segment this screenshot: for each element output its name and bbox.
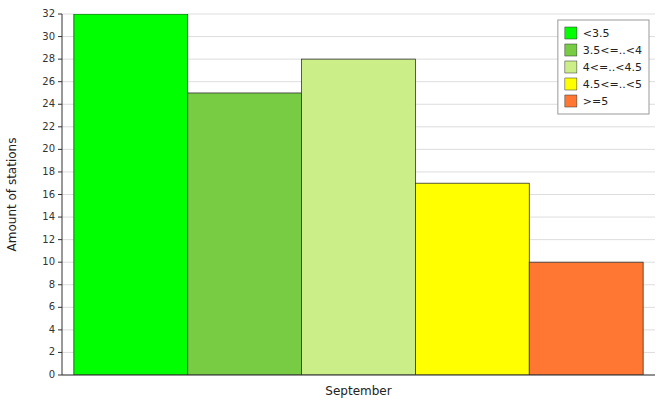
y-tick bbox=[58, 239, 62, 240]
legend-label: 4.5<=..<5 bbox=[583, 78, 642, 91]
legend-swatch bbox=[565, 61, 577, 73]
y-tick bbox=[58, 284, 62, 285]
y-tick bbox=[58, 81, 62, 82]
legend-label: 3.5<=..<4 bbox=[583, 44, 642, 57]
bar bbox=[74, 14, 188, 375]
y-tick-label: 14 bbox=[42, 211, 55, 222]
legend-label: 4<=..<4.5 bbox=[583, 61, 642, 74]
bar bbox=[302, 59, 416, 375]
y-tick-label: 0 bbox=[49, 369, 55, 380]
y-tick bbox=[58, 36, 62, 37]
y-tick bbox=[58, 262, 62, 263]
x-axis-line bbox=[62, 375, 655, 376]
legend-swatch bbox=[565, 95, 577, 107]
y-tick bbox=[58, 171, 62, 172]
y-tick bbox=[58, 307, 62, 308]
y-tick bbox=[58, 329, 62, 330]
y-tick-label: 12 bbox=[42, 234, 55, 245]
grid bbox=[62, 14, 655, 375]
y-tick-label: 30 bbox=[42, 31, 55, 42]
y-tick-label: 22 bbox=[42, 121, 55, 132]
y-tick-label: 28 bbox=[42, 53, 55, 64]
bar bbox=[188, 93, 302, 375]
y-tick-label: 18 bbox=[42, 166, 55, 177]
y-tick bbox=[58, 149, 62, 150]
y-tick bbox=[58, 375, 62, 376]
y-tick-label: 32 bbox=[42, 8, 55, 19]
y-tick bbox=[58, 217, 62, 218]
legend: <3.5 3.5<=..<4 4<=..<4.5 4.5<=..<5 >=5 bbox=[558, 20, 649, 114]
legend-label: >=5 bbox=[583, 95, 608, 108]
chart-container: 02468101214161820222426283032SeptemberAm… bbox=[0, 0, 667, 415]
legend-swatch bbox=[565, 78, 577, 90]
y-tick-label: 10 bbox=[42, 256, 55, 267]
y-tick bbox=[58, 126, 62, 127]
y-tick-label: 26 bbox=[42, 76, 55, 87]
x-tick-label: September bbox=[325, 384, 391, 398]
y-axis-label: Amount of stations bbox=[5, 138, 19, 252]
y-tick-label: 24 bbox=[42, 98, 55, 109]
y-tick bbox=[58, 352, 62, 353]
y-tick bbox=[58, 14, 62, 15]
y-tick bbox=[58, 194, 62, 195]
y-tick-label: 6 bbox=[49, 301, 55, 312]
legend-box bbox=[558, 20, 649, 114]
y-tick-label: 2 bbox=[49, 346, 55, 357]
y-tick-label: 4 bbox=[49, 324, 55, 335]
chart: 02468101214161820222426283032SeptemberAm… bbox=[0, 0, 667, 415]
y-tick-label: 8 bbox=[49, 279, 55, 290]
axes: 02468101214161820222426283032September bbox=[42, 8, 655, 398]
grid-line bbox=[62, 375, 655, 376]
y-tick bbox=[58, 104, 62, 105]
legend-swatch bbox=[565, 27, 577, 39]
y-tick-label: 20 bbox=[42, 143, 55, 154]
bar bbox=[415, 183, 529, 375]
bar bbox=[529, 262, 643, 375]
y-tick-label: 16 bbox=[42, 189, 55, 200]
legend-label: <3.5 bbox=[583, 27, 610, 40]
legend-swatch bbox=[565, 44, 577, 56]
y-tick bbox=[58, 59, 62, 60]
